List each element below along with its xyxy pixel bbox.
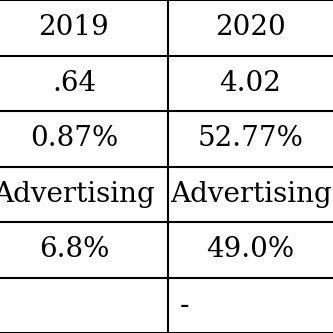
Text: 52.77%: 52.77% — [197, 125, 303, 152]
Text: Advertising: Advertising — [0, 181, 155, 208]
Text: 2020: 2020 — [215, 14, 286, 41]
Text: 49.0%: 49.0% — [206, 236, 295, 263]
Text: -: - — [0, 332, 1, 333]
Text: 2019: 2019 — [39, 14, 109, 41]
Text: .64: .64 — [52, 70, 96, 97]
Text: -: - — [180, 292, 189, 319]
Text: 0.87%: 0.87% — [30, 125, 118, 152]
Text: 4.02: 4.02 — [219, 70, 281, 97]
Text: Advertising: Advertising — [169, 181, 331, 208]
Text: 6.8%: 6.8% — [39, 236, 109, 263]
